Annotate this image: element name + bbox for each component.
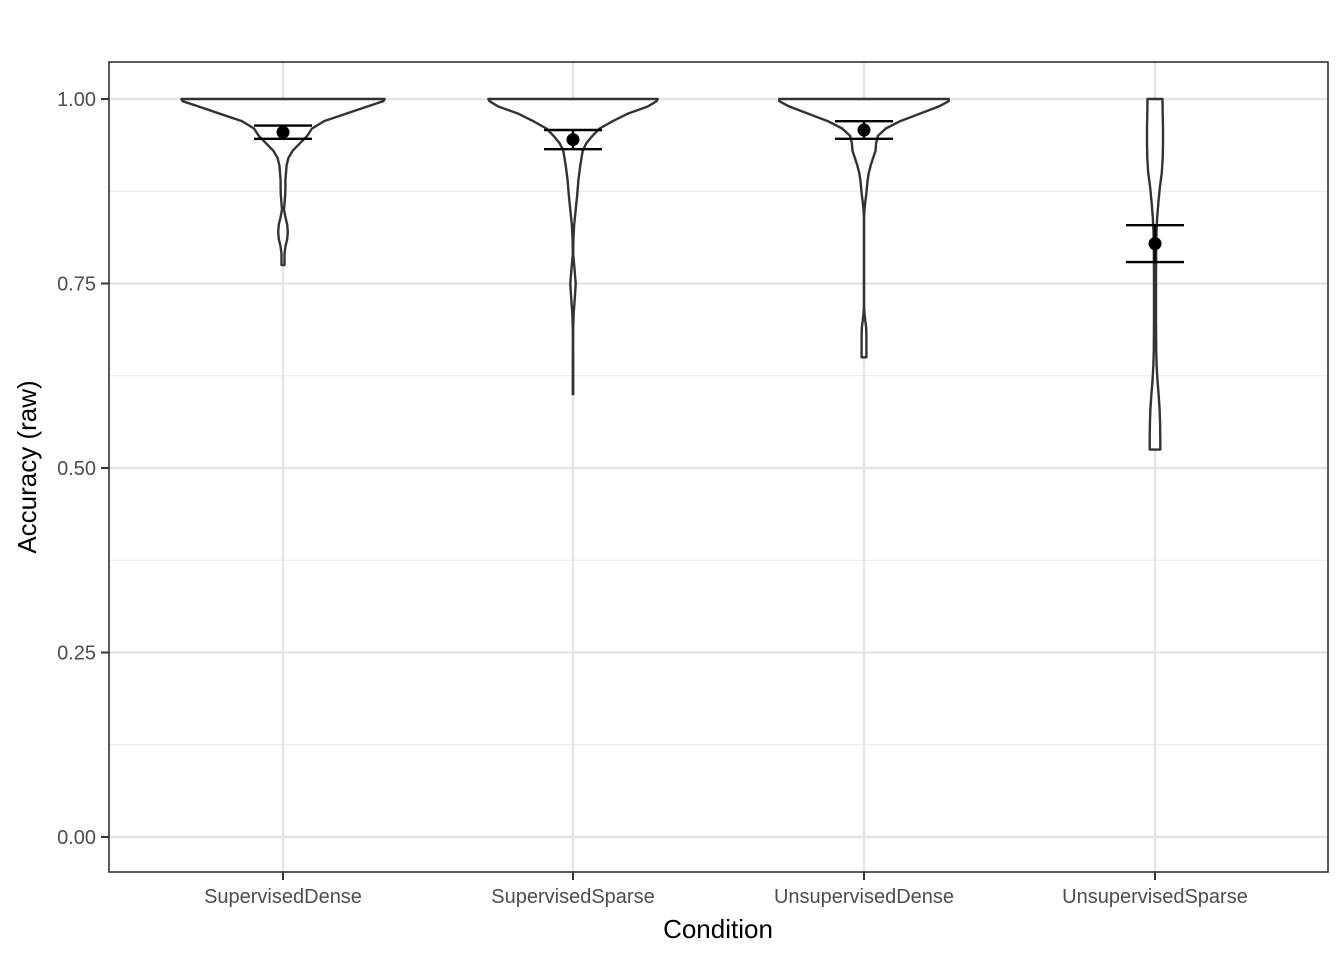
mean-point-SupervisedSparse — [566, 133, 580, 147]
y-tick-label: 0.00 — [57, 827, 96, 849]
mean-point-UnsupervisedSparse — [1148, 237, 1162, 251]
mean-point-SupervisedDense — [276, 125, 290, 139]
violin-shapes — [180, 97, 1165, 451]
y-tick-label: 0.50 — [57, 458, 96, 480]
y-axis-title: Accuracy (raw) — [12, 380, 42, 553]
y-tick-label: 0.75 — [57, 274, 96, 296]
x-tick-label: SupervisedSparse — [491, 886, 654, 908]
violin-UnsupervisedDense — [778, 97, 950, 359]
y-tick-label: 1.00 — [57, 89, 96, 111]
y-tick-label: 0.25 — [57, 643, 96, 665]
mean-points — [276, 123, 1162, 251]
violin-UnsupervisedSparse — [1145, 97, 1165, 451]
violin-SupervisedDense — [180, 97, 386, 267]
mean-point-UnsupervisedDense — [857, 123, 871, 137]
x-tick-label: UnsupervisedDense — [774, 886, 954, 908]
x-axis-title: Condition — [663, 914, 773, 944]
axes: 0.00 0.25 0.50 0.75 1.00 SupervisedDense Super… — [57, 89, 1248, 908]
x-tick-label: SupervisedDense — [204, 886, 362, 908]
x-tick-label: UnsupervisedSparse — [1062, 886, 1248, 908]
